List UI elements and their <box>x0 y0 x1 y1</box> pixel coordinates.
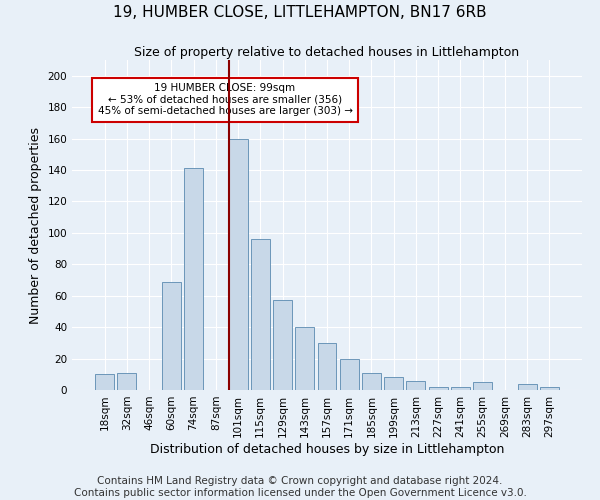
Bar <box>540 387 559 390</box>
Bar <box>295 327 314 390</box>
Y-axis label: Number of detached properties: Number of detached properties <box>29 126 42 324</box>
Bar <box>429 387 448 390</box>
Bar <box>95 374 114 390</box>
Bar <box>518 384 536 390</box>
Bar <box>184 168 203 390</box>
Bar <box>473 382 492 390</box>
Bar <box>251 239 270 390</box>
Bar <box>451 387 470 390</box>
X-axis label: Distribution of detached houses by size in Littlehampton: Distribution of detached houses by size … <box>150 442 504 456</box>
Bar <box>362 372 381 390</box>
Bar <box>229 138 248 390</box>
Bar <box>406 380 425 390</box>
Text: Contains HM Land Registry data © Crown copyright and database right 2024.
Contai: Contains HM Land Registry data © Crown c… <box>74 476 526 498</box>
Text: 19, HUMBER CLOSE, LITTLEHAMPTON, BN17 6RB: 19, HUMBER CLOSE, LITTLEHAMPTON, BN17 6R… <box>113 5 487 20</box>
Bar <box>384 378 403 390</box>
Bar <box>118 372 136 390</box>
Bar <box>317 343 337 390</box>
Title: Size of property relative to detached houses in Littlehampton: Size of property relative to detached ho… <box>134 46 520 59</box>
Bar <box>162 282 181 390</box>
Bar <box>340 358 359 390</box>
Text: 19 HUMBER CLOSE: 99sqm
← 53% of detached houses are smaller (356)
45% of semi-de: 19 HUMBER CLOSE: 99sqm ← 53% of detached… <box>97 83 353 116</box>
Bar <box>273 300 292 390</box>
